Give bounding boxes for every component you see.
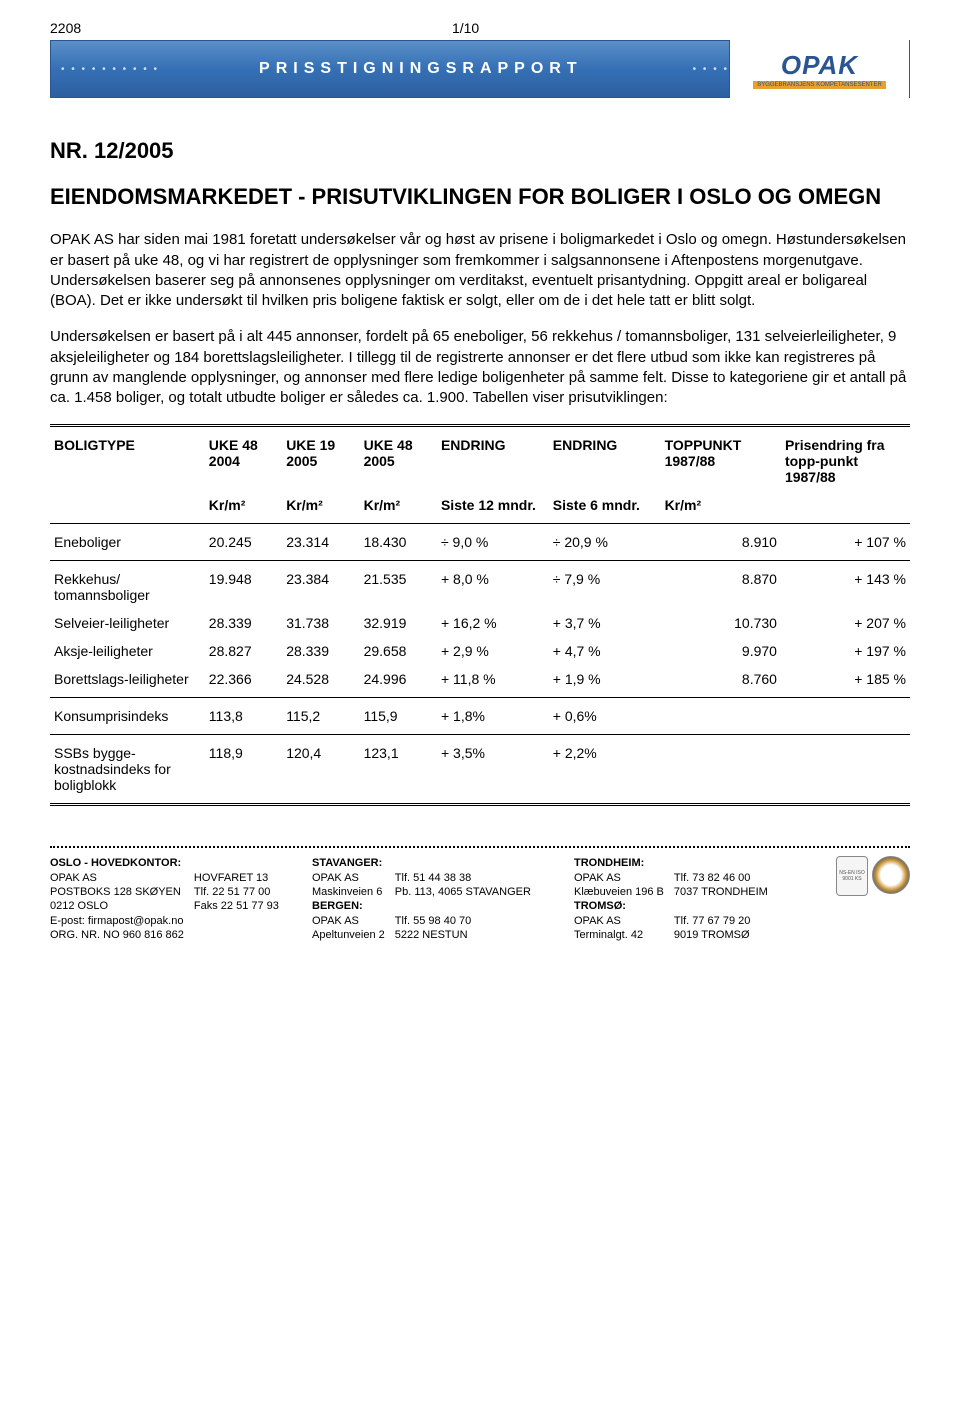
paragraph-1: OPAK AS har siden mai 1981 foretatt unde… [50,230,910,311]
page-number: 1/10 [81,20,850,36]
page-header: 2208 1/10 [50,20,910,36]
col-endring-6: ENDRING [549,431,661,491]
footer: OSLO - HOVEDKONTOR: OPAK AS POSTBOKS 128… [50,856,910,942]
footer-stavanger-bergen: STAVANGER: OPAK AS Maskinveien 6 BERGEN:… [312,856,574,942]
table-row: Konsumprisindeks113,8115,2115,9+ 1,8%+ 0… [50,702,910,730]
logo-text: OPAK [781,50,858,81]
table-row: Borettslags-leiligheter22.36624.52824.99… [50,665,910,693]
col-boligtype: BOLIGTYPE [50,431,205,519]
footer-separator [50,846,910,848]
paragraph-2: Undersøkelsen er basert på i alt 445 ann… [50,327,910,408]
table-row: Aksje-leiligheter28.82728.33929.658+ 2,9… [50,637,910,665]
footer-oslo: OSLO - HOVEDKONTOR: OPAK AS POSTBOKS 128… [50,856,312,942]
doc-code: 2208 [50,20,81,36]
col-prisendring: Prisendring fra topp-punkt 1987/88 [781,431,910,491]
table-row: Rekkehus/ tomannsboliger19.94823.38421.5… [50,565,910,609]
col-uke19-2005: UKE 19 2005 [282,431,359,491]
unit-1: Kr/m² [205,491,282,519]
table-row: SSBs bygge-kostnadsindeks for boligblokk… [50,739,910,799]
sub-6mndr: Siste 6 mndr. [549,491,661,519]
report-number: NR. 12/2005 [50,138,910,164]
sub-12mndr: Siste 12 mndr. [437,491,549,519]
banner: • • • • • • • • • • PRISSTIGNINGSRAPPORT… [50,40,910,98]
banner-title: PRISSTIGNINGSRAPPORT [159,60,683,78]
col-toppunkt: TOPPUNKT 1987/88 [661,431,781,491]
banner-dots-right: • • • • [683,64,729,75]
logo-subtext: BYGGEBRANSJENS KOMPETANSESENTER [753,81,886,89]
price-table: BOLIGTYPE UKE 48 2004 UKE 19 2005 UKE 48… [50,424,910,806]
logo: OPAK BYGGEBRANSJENS KOMPETANSESENTER [729,40,909,98]
cert-badge-2 [872,856,910,894]
unit-3: Kr/m² [360,491,437,519]
col-uke48-2005: UKE 48 2005 [360,431,437,491]
banner-dots-left: • • • • • • • • • • [51,64,159,75]
table-header-row-1: BOLIGTYPE UKE 48 2004 UKE 19 2005 UKE 48… [50,431,910,491]
table-row: Eneboliger20.24523.31418.430÷ 9,0 %÷ 20,… [50,528,910,556]
footer-trondheim-tromso: TRONDHEIM: OPAK AS Klæbuveien 196 B TROM… [574,856,836,942]
unit-6: Kr/m² [661,491,781,519]
cert-badge-1: NS-EN ISO 9001 KS [836,856,868,896]
col-uke48-2004: UKE 48 2004 [205,431,282,491]
report-title: EIENDOMSMARKEDET - PRISUTVIKLINGEN FOR B… [50,184,910,210]
table-row: Selveier-leiligheter28.33931.73832.919+ … [50,609,910,637]
footer-badges: NS-EN ISO 9001 KS [836,856,910,942]
col-endring-12: ENDRING [437,431,549,491]
unit-2: Kr/m² [282,491,359,519]
